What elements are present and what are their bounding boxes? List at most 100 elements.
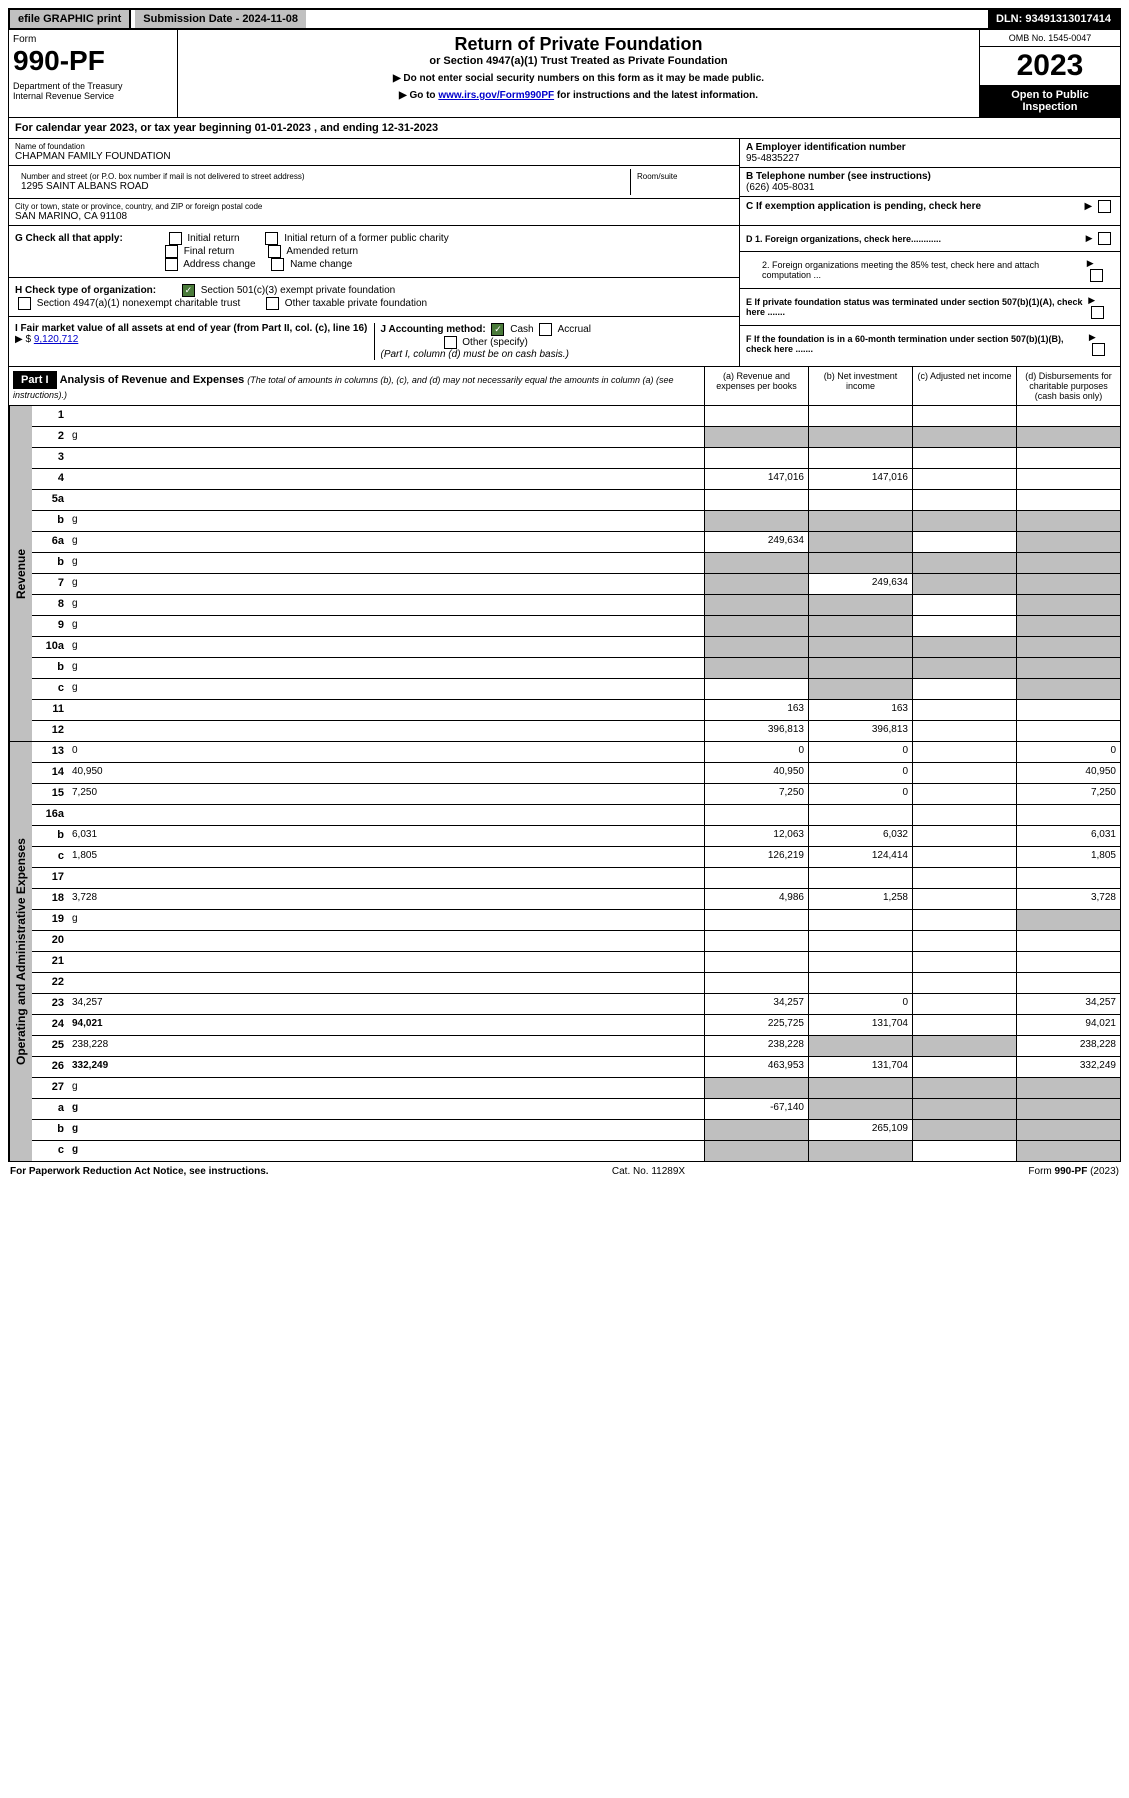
value-cell-a: 0 xyxy=(704,742,808,762)
d1-checkbox[interactable] xyxy=(1098,232,1111,245)
name-label: Name of foundation xyxy=(15,142,733,151)
line-description xyxy=(68,868,704,888)
line-number: b xyxy=(32,1120,68,1140)
f-label: F If the foundation is in a 60-month ter… xyxy=(746,334,1064,354)
value-cell-a xyxy=(704,1141,808,1161)
g-amended-checkbox[interactable] xyxy=(268,245,281,258)
revenue-label: Revenue xyxy=(9,406,32,741)
value-cell-b xyxy=(808,973,912,993)
value-cell-c xyxy=(912,1078,1016,1098)
g-name-checkbox[interactable] xyxy=(271,258,284,271)
value-cell-c xyxy=(912,574,1016,594)
form990pf-link[interactable]: www.irs.gov/Form990PF xyxy=(438,90,554,101)
line-number: 24 xyxy=(32,1015,68,1035)
value-cell-b xyxy=(808,490,912,510)
d1-label: D 1. Foreign organizations, check here..… xyxy=(746,234,941,244)
e-checkbox[interactable] xyxy=(1091,306,1104,319)
value-cell-b xyxy=(808,1099,912,1119)
e-label: E If private foundation status was termi… xyxy=(746,297,1083,317)
value-cell-c xyxy=(912,994,1016,1014)
dept-label: Department of the Treasury Internal Reve… xyxy=(13,81,173,101)
line-number: 15 xyxy=(32,784,68,804)
value-cell-a xyxy=(704,448,808,468)
line-description xyxy=(68,448,704,468)
line-number: c xyxy=(32,847,68,867)
line-number: 6a xyxy=(32,532,68,552)
line-description xyxy=(68,931,704,951)
table-row: 10ag xyxy=(32,637,1120,658)
value-cell-a xyxy=(704,931,808,951)
value-cell-d xyxy=(1016,868,1120,888)
line-number: 10a xyxy=(32,637,68,657)
line-description xyxy=(68,700,704,720)
table-row: 7g249,634 xyxy=(32,574,1120,595)
foundation-name: CHAPMAN FAMILY FOUNDATION xyxy=(15,151,733,162)
value-cell-a: 225,725 xyxy=(704,1015,808,1035)
h-4947-checkbox[interactable] xyxy=(18,297,31,310)
tax-year: 2023 xyxy=(980,47,1120,85)
value-cell-c xyxy=(912,868,1016,888)
top-bar: efile GRAPHIC print Submission Date - 20… xyxy=(8,8,1121,30)
value-cell-c xyxy=(912,637,1016,657)
value-cell-d: 332,249 xyxy=(1016,1057,1120,1077)
value-cell-c xyxy=(912,721,1016,741)
d2-checkbox[interactable] xyxy=(1090,269,1103,282)
g-initial-public-checkbox[interactable] xyxy=(265,232,278,245)
value-cell-b: 131,704 xyxy=(808,1015,912,1035)
value-cell-d xyxy=(1016,553,1120,573)
value-cell-c xyxy=(912,469,1016,489)
exemption-checkbox[interactable] xyxy=(1098,200,1111,213)
h-501c3-checkbox[interactable] xyxy=(182,284,195,297)
table-row: 4147,016147,016 xyxy=(32,469,1120,490)
line-number: 9 xyxy=(32,616,68,636)
value-cell-d xyxy=(1016,805,1120,825)
value-cell-b xyxy=(808,616,912,636)
table-row: 2334,25734,257034,257 xyxy=(32,994,1120,1015)
value-cell-c xyxy=(912,1141,1016,1161)
line-description: g xyxy=(68,532,704,552)
value-cell-a xyxy=(704,616,808,636)
note2-pre: ▶ Go to xyxy=(399,90,438,101)
value-cell-d xyxy=(1016,1099,1120,1119)
value-cell-a xyxy=(704,490,808,510)
g-label: G Check all that apply: xyxy=(15,233,123,244)
value-cell-a xyxy=(704,574,808,594)
form-note-1: ▶ Do not enter social security numbers o… xyxy=(182,73,975,84)
value-cell-d xyxy=(1016,616,1120,636)
value-cell-a: 4,986 xyxy=(704,889,808,909)
line-description xyxy=(68,805,704,825)
line-number: 3 xyxy=(32,448,68,468)
value-cell-c xyxy=(912,826,1016,846)
line-number: b xyxy=(32,511,68,531)
j-other-checkbox[interactable] xyxy=(444,336,457,349)
f-checkbox[interactable] xyxy=(1092,343,1105,356)
table-row: 6ag249,634 xyxy=(32,532,1120,553)
g-initial-checkbox[interactable] xyxy=(169,232,182,245)
h-label: H Check type of organization: xyxy=(15,285,156,296)
j-accrual-checkbox[interactable] xyxy=(539,323,552,336)
table-row: 3 xyxy=(32,448,1120,469)
table-row: 27g xyxy=(32,1078,1120,1099)
value-cell-d xyxy=(1016,1141,1120,1161)
value-cell-c xyxy=(912,784,1016,804)
line-number: 21 xyxy=(32,952,68,972)
value-cell-b: 147,016 xyxy=(808,469,912,489)
city-label: City or town, state or province, country… xyxy=(15,202,733,211)
efile-button[interactable]: efile GRAPHIC print xyxy=(10,10,131,28)
value-cell-b xyxy=(808,595,912,615)
value-cell-a xyxy=(704,637,808,657)
value-cell-c xyxy=(912,553,1016,573)
g-final-checkbox[interactable] xyxy=(165,245,178,258)
h-other-checkbox[interactable] xyxy=(266,297,279,310)
value-cell-d: 1,805 xyxy=(1016,847,1120,867)
value-cell-c xyxy=(912,427,1016,447)
line-number: c xyxy=(32,1141,68,1161)
g-address-checkbox[interactable] xyxy=(165,258,178,271)
i-value[interactable]: 9,120,712 xyxy=(34,334,79,345)
value-cell-b xyxy=(808,532,912,552)
line-number: 5a xyxy=(32,490,68,510)
value-cell-b: 1,258 xyxy=(808,889,912,909)
value-cell-b xyxy=(808,868,912,888)
value-cell-b xyxy=(808,931,912,951)
j-cash-checkbox[interactable] xyxy=(491,323,504,336)
